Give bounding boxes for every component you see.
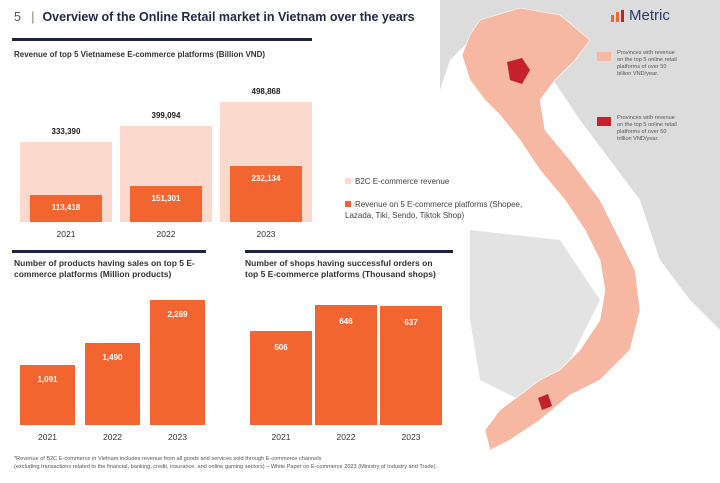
value-label-platforms: 232,134 [251,174,281,184]
divider [245,250,453,253]
value-label: 646 [339,316,353,326]
metric-logo: Metric [611,7,670,24]
page-number: 5 [14,10,21,24]
neighbor-south [470,230,600,400]
vietnam-map [440,0,720,451]
value-label: 1,490 [102,352,123,362]
bar-platforms [30,194,102,222]
map-legend-item-low: Provinces with revenue on the top 5 onli… [597,50,679,78]
legend-text: Provinces with revenue on the top 5 onli… [617,115,677,142]
title-text: Overview of the Online Retail market in … [42,10,415,24]
footnote-line: *Revenue of B2C E-commerce in Vietnam in… [14,456,322,462]
legend-label: Revenue on 5 E-commerce platforms (Shope… [345,200,523,220]
year-label: 2021 [56,229,76,239]
year-label: 2021 [271,432,291,442]
bar-value [315,304,377,425]
bar-platforms [230,166,302,222]
hanoi-high-revenue [507,58,530,84]
legend-text: Provinces with revenue on the top 5 onli… [617,50,677,77]
footnote-line: (excluding transactions related to the f… [14,464,438,470]
title-separator: | [30,10,35,24]
chart1-title: Revenue of top 5 Vietnamese E-commerce p… [14,50,266,59]
value-label-platforms: 113,418 [51,202,81,212]
hcmc-high-revenue [538,394,552,410]
year-label: 2023 [401,432,421,442]
vietnam-provinces [461,7,641,451]
chart1-legend-platforms: Revenue on 5 E-commerce platforms (Shope… [345,199,545,221]
value-label: 1,091 [37,374,58,384]
bar-value [150,299,205,425]
chart3-title: Number of shops having successful orders… [245,258,436,279]
legend-swatch [345,201,351,207]
year-label: 2023 [256,229,276,239]
bar-value [380,306,442,425]
map-legend-item-high: Provinces with revenue on the top 5 onli… [597,115,679,143]
legend-swatch [597,52,611,61]
bar-platforms [130,185,202,222]
legend-swatch [345,178,351,184]
chart2-title: Number of products having sales on top 5… [14,258,195,279]
footnote: *Revenue of B2C E-commerce in Vietnam in… [14,455,634,471]
value-label: 637 [404,318,418,328]
year-label: 2022 [156,229,176,239]
chart1-legend-b2c: B2C E-commerce revenue [345,176,449,187]
value-label-b2c: 399,094 [151,111,181,121]
value-label-b2c: 333,390 [51,126,81,136]
logo-text: Metric [629,7,670,24]
legend-label: B2C E-commerce revenue [355,177,450,186]
bar-value [250,330,312,425]
year-label: 2023 [168,432,187,442]
divider [12,38,312,41]
divider [12,250,206,253]
page-title: 5 | Overview of the Online Retail market i… [14,10,415,24]
value-label-b2c: 498,868 [251,87,281,97]
bar-logo-icon [611,9,624,22]
year-label: 2021 [38,432,57,442]
neighbor-countries [440,0,720,330]
value-label: 506 [274,342,288,352]
bar-value [20,364,75,425]
value-label-platforms: 151,301 [151,193,181,203]
value-label: 2,269 [167,309,188,319]
year-label: 2022 [103,432,122,442]
legend-swatch [597,117,611,126]
year-label: 2022 [336,432,356,442]
bar-value [85,342,140,425]
